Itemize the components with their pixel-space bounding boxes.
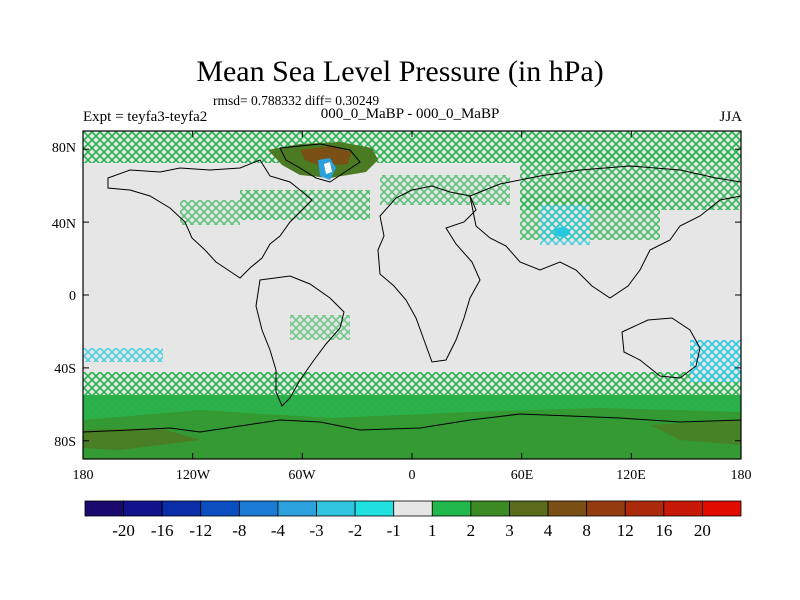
plot-area [83,131,741,459]
colorbar-label: 16 [655,521,672,540]
colorbar [84,500,742,517]
experiment-label: Expt = teyfa3-teyfa2 [83,109,208,125]
north-america-coast [107,159,313,279]
y-tick-label: 0 [69,289,76,304]
colorbar-label: 1 [428,521,437,540]
colorbar-swatch [354,500,395,517]
colorbar-label: -12 [189,521,212,540]
nz-negative [690,340,741,382]
colorbar-label: 2 [467,521,476,540]
colorbar-label: 20 [694,521,711,540]
colorbar-label: -3 [309,521,323,540]
colorbar-label: 8 [582,521,591,540]
antarctica-coast [83,413,741,433]
greenland-coast [279,143,361,183]
x-tick-label: 60W [288,468,316,483]
x-tick-label: 120E [616,468,646,483]
colorbar-swatch [509,500,549,517]
europe-africa-coast [377,185,481,363]
colorbar-swatch [393,500,433,517]
asia-coast [469,165,741,299]
x-ticks [82,131,742,459]
colorbar-label: 4 [544,521,553,540]
period-label: 000_0_MaBP - 000_0_MaBP [320,106,500,122]
colorbar-swatch [161,500,202,517]
colorbar-swatch [586,500,626,517]
colorbar-swatch [84,500,124,517]
y-axis-labels: 80N 40N 0 40S 80S [52,141,76,450]
colorbar-swatch [316,500,356,517]
y-ticks [83,148,741,442]
colorbar-label: -2 [348,521,362,540]
x-tick-label: 180 [73,468,94,483]
y-tick-label: 40N [52,217,76,232]
colorbar-label: 12 [617,521,634,540]
asia-negative [540,205,590,245]
greenland-core [300,146,352,166]
y-tick-label: 80N [52,141,76,156]
y-tick-label: 80S [54,435,76,450]
colorbar-label: -16 [151,521,174,540]
antarctic-dark [83,428,200,450]
pacific-hatch [180,200,240,225]
colorbar-labels: -20 -16 -12 -8 -4 -3 -2 -1 1 2 3 4 8 12 16 20 [112,521,711,540]
season-label: JJA [719,109,742,125]
colorbar-swatch [277,500,317,517]
colorbar-label: 3 [505,521,514,540]
chart-title: Mean Sea Level Pressure (in hPa) [196,55,604,88]
y-tick-label: 40S [54,362,76,377]
antarctic-dark-2 [650,420,741,445]
x-tick-label: 0 [409,468,416,483]
colorbar-label: -4 [271,521,286,540]
colorbar-swatch [663,500,703,517]
colorbar-swatch [123,500,163,517]
colorbar-swatch [431,500,472,517]
x-tick-label: 180 [731,468,752,483]
australia-coast [621,317,701,379]
x-tick-label: 60E [511,468,534,483]
stats-label: rmsd= 0.788332 diff= 0.30249 [213,93,380,108]
greenland-negative-core [324,162,332,174]
colorbar-label: -8 [232,521,246,540]
south-pacific-negative [83,348,163,362]
north-america-hatch [240,190,370,220]
southern-band-dark [83,408,741,459]
colorbar-label: -20 [112,521,135,540]
colorbar-swatch [200,500,240,517]
x-tick-label: 120W [176,468,211,483]
asia-negative-core [554,227,570,237]
colorbar-swatch [702,500,742,517]
colorbar-swatch [624,500,665,517]
colorbar-swatch [470,500,510,517]
colorbar-swatch [547,500,588,517]
colorbar-label: -1 [387,521,401,540]
south-atlantic-hatch [290,315,350,340]
colorbar-swatch [238,500,279,517]
x-axis-labels: 180 120W 60W 0 60E 120E 180 [73,468,752,483]
south-america-coast [255,275,345,407]
coastlines [83,143,741,433]
